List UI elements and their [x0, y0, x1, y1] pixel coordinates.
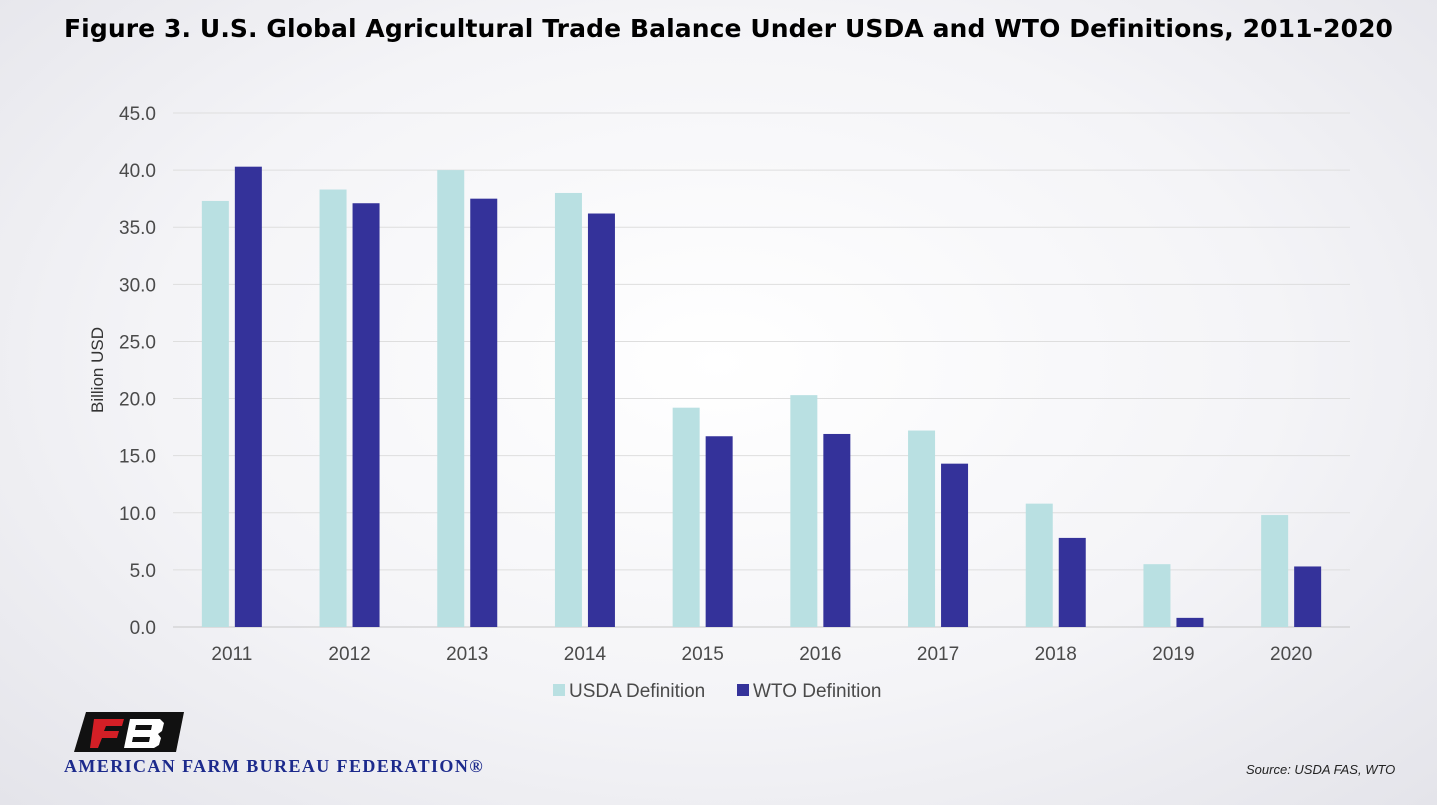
y-tick-label: 15.0	[119, 447, 156, 468]
bar-wto-2015	[705, 436, 733, 627]
x-tick-label: 2014	[564, 644, 607, 665]
bar-wto-2018	[1058, 537, 1086, 627]
bar-usda-2015	[672, 407, 700, 627]
legend-swatch	[737, 684, 749, 696]
x-tick-label: 2019	[1152, 644, 1194, 665]
bar-usda-2017	[908, 430, 936, 627]
legend-swatch	[553, 684, 565, 696]
bar-wto-2019	[1176, 617, 1204, 627]
gridlines	[173, 112, 1350, 628]
bar-usda-2018	[1025, 503, 1053, 627]
y-axis-title: Billion USD	[88, 327, 107, 413]
x-tick-label: 2012	[328, 644, 370, 665]
bar-usda-2014	[554, 192, 582, 627]
x-axis-ticks: 2011 2012 2013 2014 2015 2016 2017 2018 2019 2020	[211, 644, 1312, 665]
y-axis-ticks: 0.0 5.0 10.0 15.0 20.0 25.0 30.0 35.0 40.0 45.0	[119, 104, 156, 639]
x-tick-label: 2015	[682, 644, 724, 665]
x-tick-label: 2017	[917, 644, 959, 665]
y-tick-label: 20.0	[119, 390, 156, 411]
legend-label: USDA Definition	[569, 681, 705, 702]
chart-title: Figure 3. U.S. Global Agricultural Trade…	[64, 14, 1394, 43]
y-tick-label: 45.0	[119, 104, 156, 125]
source-note: Source: USDA FAS, WTO	[1246, 762, 1396, 777]
bar-usda-2013	[437, 170, 465, 627]
bar-usda-2020	[1261, 515, 1289, 627]
x-tick-label: 2018	[1035, 644, 1077, 665]
y-tick-label: 10.0	[119, 504, 156, 525]
bar-wto-2020	[1294, 566, 1322, 627]
organization-name: AMERICAN FARM BUREAU FEDERATION®	[64, 756, 485, 776]
bar-usda-2011	[201, 200, 229, 627]
bar-usda-2012	[319, 189, 347, 628]
bar-wto-2011	[234, 166, 262, 627]
y-tick-label: 40.0	[119, 161, 156, 182]
legend-label: WTO Definition	[753, 681, 881, 702]
y-tick-label: 30.0	[119, 275, 156, 296]
y-tick-label: 25.0	[119, 332, 156, 353]
bar-wto-2013	[470, 198, 498, 627]
bar-wto-2012	[352, 203, 380, 628]
x-tick-label: 2020	[1270, 644, 1312, 665]
legend: USDA Definition WTO Definition	[553, 681, 881, 702]
afbf-logo-icon	[64, 712, 184, 759]
x-tick-label: 2016	[799, 644, 841, 665]
y-tick-label: 35.0	[119, 218, 156, 239]
y-tick-label: 0.0	[130, 618, 156, 639]
bar-wto-2016	[823, 433, 851, 627]
x-tick-label: 2013	[446, 644, 488, 665]
bar-usda-2016	[790, 395, 818, 627]
bars	[201, 166, 1322, 628]
bar-wto-2017	[941, 463, 969, 627]
y-tick-label: 5.0	[130, 561, 156, 582]
bar-usda-2019	[1143, 564, 1171, 627]
bar-wto-2014	[587, 213, 615, 627]
x-tick-label: 2011	[211, 644, 252, 665]
